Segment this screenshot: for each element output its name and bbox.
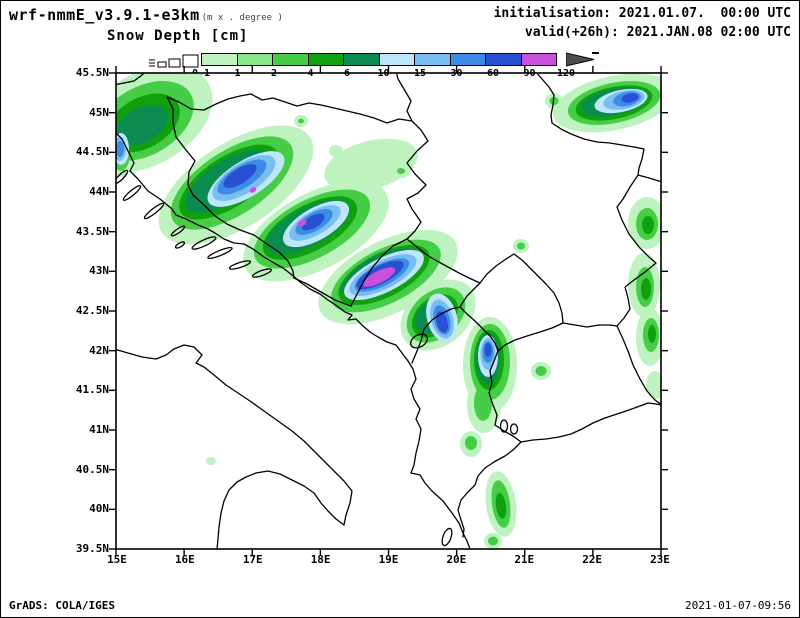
legend-overflow-arrow bbox=[566, 52, 599, 67]
border-bosnia-north bbox=[166, 93, 413, 124]
lat-tick-label: 39.5N bbox=[75, 541, 109, 555]
model-note: (m x . degree ) bbox=[201, 13, 283, 23]
lon-tick-label: 18E bbox=[310, 553, 331, 566]
lat-tick-label: 44.5N bbox=[75, 145, 109, 159]
island bbox=[170, 225, 186, 237]
lon-tick-label: 20E bbox=[446, 553, 467, 566]
border-albania-greece bbox=[457, 441, 522, 538]
legend-swatch-2 bbox=[236, 53, 273, 66]
lat-tick-label: 42N bbox=[89, 343, 109, 357]
initialisation-label: initialisation: 2021.01.07. 00:00 UTC bbox=[493, 6, 791, 21]
border-serbia-montenegro bbox=[406, 238, 481, 284]
grads-credit: GrADS: COLA/IGES bbox=[9, 599, 115, 612]
lat-tick-label: 42.5N bbox=[75, 303, 109, 317]
model-title: wrf-nmmE_v3.9.1-e3km bbox=[9, 6, 200, 24]
border-croatia-serbia bbox=[395, 73, 413, 122]
border-macedonia-bulgaria bbox=[616, 325, 661, 406]
legend-swatch-10 bbox=[520, 53, 557, 66]
border-bosnia-montenegro bbox=[350, 238, 408, 307]
legend-swatch-3 bbox=[272, 53, 309, 66]
island-corfu bbox=[441, 527, 453, 547]
lon-tick-label: 16E bbox=[174, 553, 195, 566]
coastline-adriatic-east bbox=[116, 132, 471, 549]
lat-tick-label: 43.5N bbox=[75, 224, 109, 238]
border-montenegro-albania bbox=[411, 306, 461, 364]
lake-prespa bbox=[509, 423, 519, 435]
lake-skadar bbox=[409, 333, 429, 349]
legend-underflow-boxes bbox=[149, 54, 199, 68]
lon-tick-label: 15E bbox=[107, 553, 127, 566]
island bbox=[122, 185, 142, 201]
border-macedonia-greece bbox=[520, 402, 661, 443]
border-montenegro-kosovo bbox=[459, 282, 481, 308]
legend-swatch-4 bbox=[307, 53, 344, 66]
border-albania-macedonia bbox=[488, 350, 522, 443]
legend-swatch-9 bbox=[485, 53, 522, 66]
legend-swatch-8 bbox=[449, 53, 486, 66]
lat-tick-label: 44N bbox=[89, 184, 109, 198]
border-albania-kosovo bbox=[459, 306, 499, 352]
valid-time-label: valid(+26h): 2021.JAN.08 02:00 UTC bbox=[524, 25, 791, 40]
coastline-italy bbox=[116, 344, 353, 549]
lon-tick-label: 19E bbox=[378, 553, 399, 566]
snow-level-90cm bbox=[249, 187, 396, 287]
lat-tick-label: 41N bbox=[89, 422, 109, 436]
lon-tick-label: 23E bbox=[650, 553, 670, 566]
lon-tick-label: 17E bbox=[242, 553, 263, 566]
island bbox=[116, 169, 129, 185]
lat-tick-label: 41.5N bbox=[75, 383, 109, 397]
lon-tick-label: 21E bbox=[514, 553, 535, 566]
lat-tick-label: 40N bbox=[89, 502, 109, 516]
island bbox=[174, 241, 186, 249]
lon-tick-label: 22E bbox=[582, 553, 603, 566]
border-kosovo-serbia bbox=[479, 253, 564, 324]
island bbox=[191, 236, 217, 250]
border-serbia-romania bbox=[535, 73, 661, 183]
creation-timestamp: 2021-01-07-09:56 bbox=[685, 599, 791, 612]
lat-tick-label: 45N bbox=[89, 105, 109, 119]
longitude-axis: 15E 16E 17E 18E 19E 20E 21E 22E 23E bbox=[99, 553, 678, 566]
legend-swatch-6 bbox=[378, 53, 415, 66]
latitude-axis: 45.5N 45N 44.5N 44N 43.5N 43N 42.5N 42N 41.5N 41N… bbox=[51, 67, 109, 555]
border-drina-bosnia-serbia bbox=[406, 120, 429, 240]
map-canvas bbox=[109, 66, 668, 556]
island bbox=[207, 246, 233, 260]
lat-tick-label: 45.5N bbox=[75, 66, 109, 79]
legend-swatch-7 bbox=[414, 53, 451, 66]
legend-swatch-1 bbox=[201, 53, 238, 66]
island bbox=[251, 268, 273, 278]
lat-tick-label: 40.5N bbox=[75, 462, 109, 476]
axis-tick-marks bbox=[109, 66, 668, 556]
lake-ohrid bbox=[499, 419, 509, 433]
border-serbia-bulgaria bbox=[616, 174, 657, 327]
snow-depth-field bbox=[116, 73, 661, 549]
lat-tick-label: 43N bbox=[89, 264, 109, 278]
border-serbia-macedonia bbox=[562, 322, 618, 328]
border-kosovo-macedonia bbox=[497, 322, 564, 352]
island bbox=[143, 202, 165, 220]
field-title: Snow Depth [cm] bbox=[107, 28, 249, 44]
border-croatia-bosnia-west bbox=[166, 96, 352, 307]
legend-colorbar bbox=[201, 53, 557, 66]
model-title-line: wrf-nmmE_v3.9.1-e3km (m x . degree ) bbox=[9, 6, 283, 24]
island bbox=[228, 260, 252, 270]
legend-swatch-5 bbox=[343, 53, 380, 66]
